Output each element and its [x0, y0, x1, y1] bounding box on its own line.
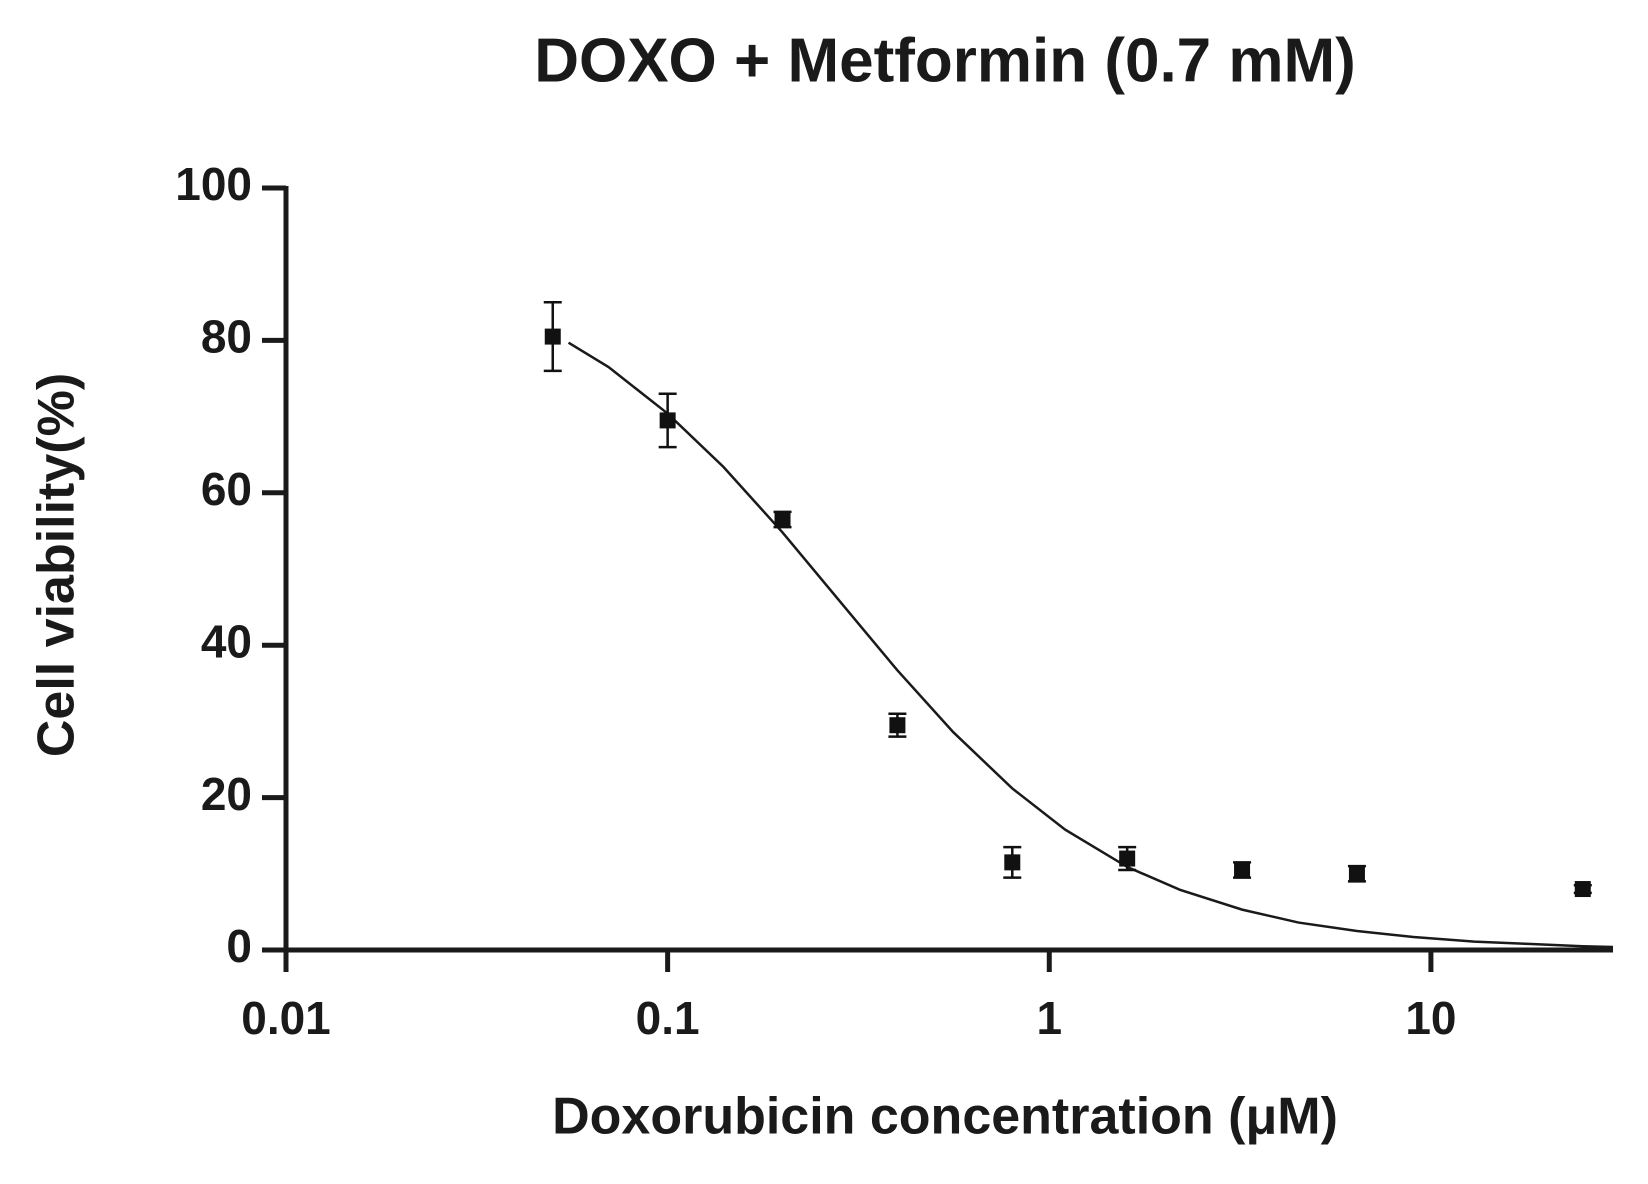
data-point — [1234, 861, 1251, 878]
x-tick-label: 0.1 — [636, 992, 700, 1044]
x-axis-label: Doxorubicin concentration (μM) — [552, 1088, 1338, 1146]
y-tick-label: 0 — [226, 920, 252, 972]
fit-curve — [567, 341, 1614, 949]
y-tick-label: 40 — [201, 615, 252, 667]
y-tick-label: 20 — [201, 768, 252, 820]
y-tick-label: 80 — [201, 311, 252, 363]
x-tick-label: 0.01 — [241, 992, 331, 1044]
y-axis-label: Cell viability(%) — [28, 373, 86, 757]
data-point — [774, 511, 791, 528]
y-tick-label: 100 — [175, 158, 252, 210]
data-point — [659, 412, 676, 429]
data-point — [1004, 854, 1021, 871]
data-point — [889, 717, 906, 734]
data-point — [1574, 881, 1591, 898]
x-tick-label: 10 — [1405, 992, 1456, 1044]
chart-title: DOXO + Metformin (0.7 mM) — [534, 26, 1356, 95]
y-tick-label: 60 — [201, 463, 252, 515]
data-point — [1119, 850, 1136, 867]
data-point — [1348, 865, 1365, 882]
data-point — [544, 328, 561, 345]
x-tick-label: 1 — [1036, 992, 1062, 1044]
